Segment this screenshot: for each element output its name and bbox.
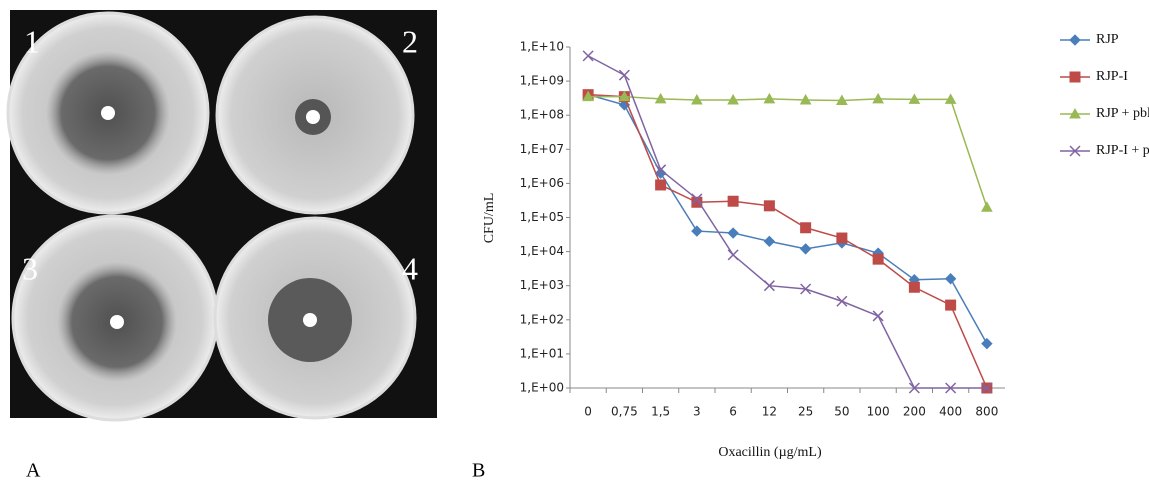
y-tick-label: 1,E+09	[520, 74, 564, 88]
marker	[908, 281, 920, 293]
marker	[763, 280, 775, 292]
marker	[618, 69, 630, 81]
marker	[691, 93, 703, 105]
legend-label: RJP	[1096, 32, 1119, 47]
panel-caption: A	[26, 460, 41, 482]
x-tick-label: 12	[762, 405, 777, 419]
marker	[763, 200, 775, 212]
marker	[727, 195, 739, 207]
marker	[981, 337, 993, 350]
marker	[981, 382, 993, 394]
marker	[727, 249, 739, 261]
marker	[981, 201, 993, 212]
marker	[945, 382, 957, 394]
legend-marker	[1069, 145, 1081, 157]
plate-label: 1	[24, 23, 40, 59]
x-tick-label: 200	[903, 405, 926, 419]
marker	[908, 382, 920, 394]
x-axis-label: Oxacillin (µg/mL)	[718, 445, 822, 460]
series-line	[588, 93, 988, 389]
x-tick-label: 100	[867, 405, 890, 419]
marker	[691, 193, 703, 205]
marker	[691, 196, 703, 208]
marker	[800, 222, 812, 234]
x-tick-label: 0	[584, 405, 592, 419]
marker	[872, 92, 884, 104]
marker	[836, 232, 848, 244]
marker	[872, 310, 884, 322]
legend-marker	[1069, 34, 1081, 46]
y-tick-label: 1,E+10	[520, 40, 564, 54]
marker	[836, 94, 848, 105]
marker	[908, 93, 921, 104]
series-line	[587, 55, 987, 389]
marker	[945, 299, 957, 311]
x-tick-label: 1,5	[651, 405, 670, 419]
y-tick-label: 1,E+00	[520, 381, 564, 395]
photo: 1 2 3 4	[6, 10, 437, 422]
disc	[101, 106, 115, 120]
marker	[655, 179, 667, 191]
legend-marker	[1069, 71, 1081, 83]
y-tick-label: 1,E+02	[520, 312, 564, 326]
marker	[800, 283, 812, 295]
x-tick-label: 50	[834, 405, 849, 419]
y-tick-label: 1,E+06	[520, 176, 564, 190]
marker	[582, 50, 594, 62]
x-tick-label: 25	[798, 405, 813, 419]
marker	[654, 92, 667, 104]
marker	[654, 167, 667, 179]
y-tick-label: 1,E+04	[520, 244, 564, 258]
x-tick-label: 0,75	[611, 405, 638, 419]
marker	[582, 90, 594, 102]
disc	[110, 315, 124, 329]
marker	[727, 93, 739, 105]
plate-label: 2	[402, 23, 418, 59]
x-tick-label: 6	[729, 405, 737, 419]
panel-caption: B	[472, 460, 485, 482]
marker	[763, 235, 776, 248]
plate-label: 4	[402, 250, 418, 286]
legend-label: RJP-I	[1096, 69, 1128, 84]
series-line	[588, 95, 988, 208]
marker	[799, 243, 812, 255]
marker	[727, 227, 739, 239]
x-tick-label: 400	[939, 405, 962, 419]
y-tick-label: 1,E+01	[520, 346, 564, 360]
marker	[872, 253, 884, 265]
x-tick-label: 3	[693, 405, 701, 419]
marker	[944, 273, 957, 285]
legend-marker	[1069, 107, 1081, 119]
marker	[799, 93, 812, 105]
marker	[691, 225, 703, 237]
series-line	[587, 93, 988, 345]
legend-label: RJP-I + pbla	[1096, 143, 1149, 158]
y-tick-label: 1,E+07	[520, 142, 564, 156]
marker	[618, 90, 631, 102]
y-tick-label: 1,E+08	[520, 108, 564, 122]
x-tick-label: 800	[975, 405, 998, 419]
y-tick-label: 1,E+05	[520, 210, 564, 224]
marker	[944, 93, 957, 104]
disc	[303, 313, 317, 327]
disc	[306, 110, 320, 124]
legend-label: RJP + pbla	[1096, 106, 1149, 121]
marker	[763, 92, 776, 104]
y-axis-label: CFU/mL	[482, 193, 497, 244]
marker	[836, 295, 848, 307]
y-tick-label: 1,E+03	[520, 278, 564, 292]
marker	[655, 164, 667, 176]
plate-label: 3	[22, 250, 38, 286]
